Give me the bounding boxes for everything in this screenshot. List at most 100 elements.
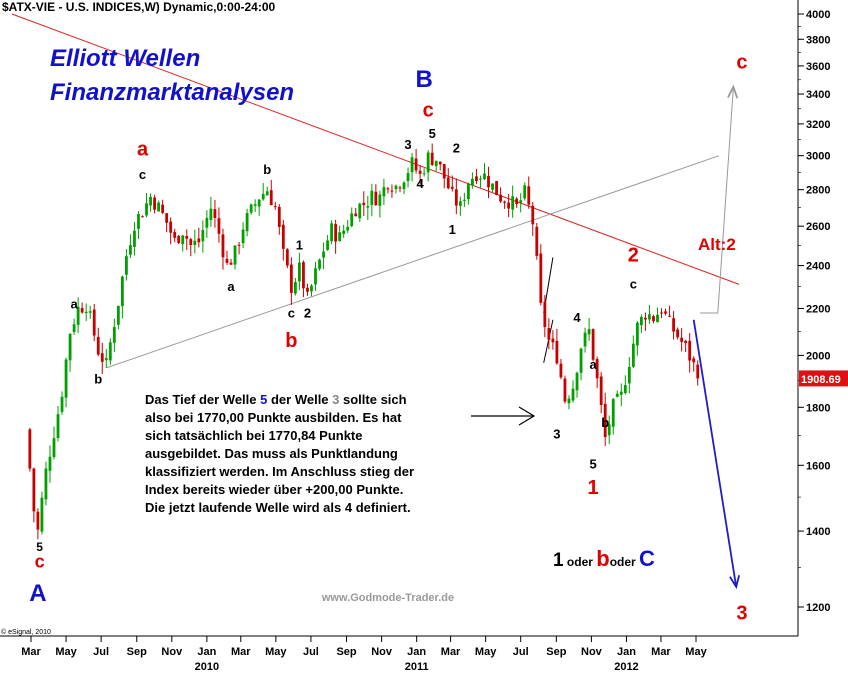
title-line-2: Finanzmarktanalysen	[50, 79, 294, 106]
copyright: © eSignal, 2010	[1, 628, 51, 636]
candle	[639, 314, 643, 333]
candle	[76, 297, 80, 333]
x-year-label: 2011	[405, 661, 429, 673]
candle	[177, 234, 181, 244]
candle	[213, 199, 217, 228]
candle	[575, 371, 579, 398]
candle	[539, 244, 543, 306]
candle	[346, 219, 350, 234]
candle	[120, 275, 124, 319]
candle	[475, 168, 478, 185]
candle	[483, 163, 486, 181]
candle	[225, 250, 229, 265]
candle	[531, 202, 535, 236]
candle	[390, 184, 394, 198]
triangle-lower	[543, 319, 554, 363]
x-tick-label: Jul	[513, 646, 529, 658]
wave-label: 2	[453, 140, 460, 155]
candle	[692, 356, 696, 372]
x-tick-label: Nov	[581, 646, 603, 658]
wave-label: B	[415, 66, 432, 93]
candle	[366, 195, 370, 220]
y-tick-label: 2200	[806, 303, 830, 315]
candle	[648, 304, 651, 324]
candle	[289, 257, 293, 305]
chart-header: $ATX-VIE - U.S. INDICES,W) Dynamic,0:00-…	[2, 0, 276, 14]
wave-label: c	[630, 277, 637, 292]
candle	[277, 204, 281, 235]
plot-background	[0, 0, 798, 636]
candle	[205, 210, 209, 238]
gray-alt-path-head	[727, 84, 739, 99]
candle	[44, 461, 48, 506]
wave-label: c	[736, 52, 747, 74]
wave-label: 1	[588, 477, 599, 499]
candle	[607, 415, 611, 444]
candle	[245, 208, 249, 237]
x-tick-label: Jul	[93, 646, 109, 658]
wave-label: b	[285, 330, 297, 352]
alt-label: Alt:2	[698, 235, 736, 254]
candle	[165, 213, 169, 233]
candle	[583, 327, 587, 353]
candle	[209, 196, 213, 227]
candle	[458, 196, 462, 216]
y-tick-label: 2600	[806, 221, 830, 233]
candle	[595, 356, 599, 389]
candle	[664, 308, 667, 316]
wave-label: 3	[404, 137, 411, 152]
candle	[551, 330, 555, 350]
candle	[688, 333, 692, 373]
candle	[410, 152, 414, 182]
candle	[237, 241, 241, 255]
candle	[547, 318, 551, 350]
candle	[462, 192, 466, 208]
candle	[635, 321, 639, 356]
y-tick-label: 3800	[806, 34, 830, 46]
candle	[656, 307, 659, 323]
x-tick-label: Jan	[617, 646, 636, 658]
wave-label: c	[35, 552, 45, 572]
candle	[221, 228, 225, 270]
blue-projection-arrow	[692, 319, 738, 588]
candle	[302, 260, 305, 298]
candle	[503, 200, 507, 209]
candle	[108, 338, 112, 365]
y-tick-label: 1800	[806, 402, 830, 414]
candle	[285, 248, 289, 269]
wave-label: b	[601, 415, 609, 430]
candle	[418, 165, 422, 185]
candle	[342, 224, 346, 238]
candle	[535, 222, 539, 260]
x-tick-label: May	[475, 646, 497, 658]
candle	[145, 193, 148, 218]
wave-label: 1	[296, 237, 303, 252]
y-tick-label: 2000	[806, 350, 830, 362]
gray-alt-path	[700, 86, 734, 314]
wave-label: 4	[573, 310, 581, 325]
candle	[104, 348, 108, 369]
candle	[426, 150, 430, 182]
candle	[181, 235, 185, 252]
candle	[318, 258, 321, 271]
wave-label: 5	[36, 540, 43, 554]
wave-label: b	[94, 371, 102, 386]
candle	[599, 372, 603, 414]
wave-label: 2	[628, 245, 639, 267]
candle	[442, 163, 446, 189]
candle	[306, 283, 309, 296]
candle	[374, 184, 378, 206]
candle	[611, 397, 615, 435]
candle	[394, 184, 398, 194]
candle	[173, 228, 177, 243]
candle	[358, 202, 362, 223]
x-tick-label: May	[265, 646, 287, 658]
candle	[310, 284, 313, 297]
candle	[64, 357, 68, 408]
x-tick-label: Jul	[303, 646, 319, 658]
candle	[434, 160, 438, 172]
candle	[511, 185, 515, 218]
candle	[499, 187, 502, 203]
candle	[52, 426, 56, 460]
